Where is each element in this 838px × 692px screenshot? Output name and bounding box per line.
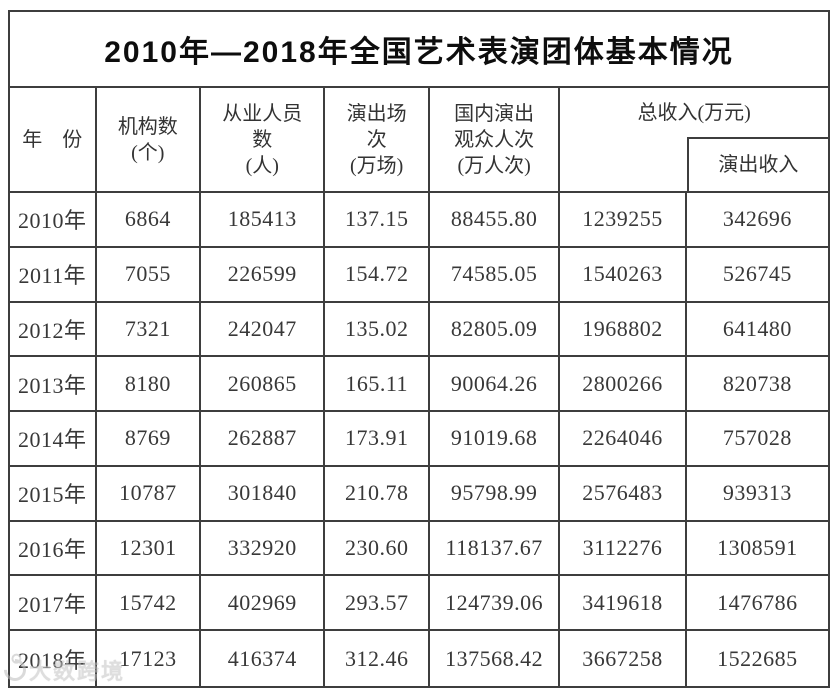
value-cell: 1522685 [717,645,798,671]
value-cell: 260865 [201,357,326,411]
value-cell: 82805.09 [430,302,561,356]
value-cell: 1239255 [560,193,687,246]
value-cell: 95798.99 [430,466,561,520]
value-cell: 312.46 [325,631,430,686]
value-cell: 173.91 [325,412,430,465]
value-cell: 6864 [97,193,202,246]
year-cell: 2016年 [10,521,97,575]
header-year: 年 份 [10,88,97,191]
table-row: 2013年 8180 260865 165.11 90064.26 2800266 8207… [10,357,828,413]
value-cell: 226599 [201,247,326,301]
value-cell: 262887 [201,412,326,465]
table-header: 年 份 机构数 (个) 从业人员 数 (人) 演出场 次 (万场) 国内演出 观… [10,88,828,193]
header-performances: 演出场 次 (万场) [325,88,430,191]
table-row: 2016年 12301 332920 230.60 118137.67 3112276 13… [10,521,828,577]
value-cell: 17123 [97,631,202,686]
value-cell: 7055 [97,247,202,301]
table-body: 2010年 6864 185413 137.15 88455.80 1239255 3426… [10,193,828,686]
value-cell: 3667258 [560,631,687,686]
value-cell: 88455.80 [430,193,561,246]
value-cell: 165.11 [325,357,430,411]
year-cell: 2011年 [10,247,97,301]
value-cell: 293.57 [325,576,430,630]
header-income-group: 总收入(万元) 演出收入 [560,88,828,191]
year-cell: 2015年 [10,466,97,520]
value-cell: 124739.06 [430,576,561,630]
value-cell: 74585.05 [430,247,561,301]
year-cell: 2013年 [10,357,97,411]
value-cell: 230.60 [325,521,430,575]
year-cell: 2018年 [10,631,97,686]
header-org-count: 机构数 (个) [97,88,202,191]
value-cell: 526745 [722,261,792,287]
value-cell: 1308591 [717,535,798,561]
year-cell: 2010年 [10,193,97,246]
table-row: 2015年 10787 301840 210.78 95798.99 2576483 939… [10,466,828,522]
value-cell: 7321 [97,302,202,356]
value-cell: 332920 [201,521,326,575]
value-cell: 8180 [97,357,202,411]
value-cell: 342696 [722,206,792,232]
value-cell: 185413 [201,193,326,246]
header-income-sub-row: 演出收入 [560,137,828,191]
value-cell: 8769 [97,412,202,465]
value-cell: 90064.26 [430,357,561,411]
value-cell: 402969 [201,576,326,630]
year-cell: 2014年 [10,412,97,465]
header-employees: 从业人员 数 (人) [201,88,326,191]
value-cell: 1968802 [560,302,687,356]
statistics-table: 2010年—2018年全国艺术表演团体基本情况 年 份 机构数 (个) 从业人员… [8,10,830,688]
value-cell: 2264046 [560,412,687,465]
table-row: 2012年 7321 242047 135.02 82805.09 1968802 6414… [10,302,828,358]
value-cell: 137.15 [325,193,430,246]
value-cell: 1540263 [560,247,687,301]
value-cell: 2800266 [560,357,687,411]
year-cell: 2017年 [10,576,97,630]
value-cell: 939313 [722,480,792,506]
header-domestic-audience: 国内演出 观众人次 (万人次) [430,88,561,191]
value-cell: 15742 [97,576,202,630]
value-cell: 242047 [201,302,326,356]
value-cell: 820738 [722,370,792,396]
header-total-income: 总收入(万元) [637,101,751,124]
value-cell: 416374 [201,631,326,686]
value-cell: 91019.68 [430,412,561,465]
table-row: 2010年 6864 185413 137.15 88455.80 1239255 3426… [10,193,828,248]
value-cell: 135.02 [325,302,430,356]
value-cell: 757028 [722,425,792,451]
table-row: 2011年 7055 226599 154.72 74585.05 1540263 5267… [10,247,828,303]
value-cell: 154.72 [325,247,430,301]
value-cell: 2576483 [560,466,687,520]
value-cell: 641480 [722,315,792,341]
table-row: 2018年 17123 416374 312.46 137568.42 3667258 15… [10,631,828,686]
year-cell: 2012年 [10,302,97,356]
header-performance-income: 演出收入 [686,137,828,191]
value-cell: 210.78 [325,466,430,520]
value-cell: 301840 [201,466,326,520]
value-cell: 118137.67 [430,521,561,575]
value-cell: 3419618 [560,576,687,630]
table-row: 2014年 8769 262887 173.91 91019.68 2264046 7570… [10,412,828,467]
table-row: 2017年 15742 402969 293.57 124739.06 3419618 14… [10,576,828,632]
table-title: 2010年—2018年全国艺术表演团体基本情况 [10,12,828,88]
value-cell: 137568.42 [430,631,561,686]
value-cell: 10787 [97,466,202,520]
value-cell: 12301 [97,521,202,575]
value-cell: 3112276 [560,521,687,575]
value-cell: 1476786 [717,589,798,615]
